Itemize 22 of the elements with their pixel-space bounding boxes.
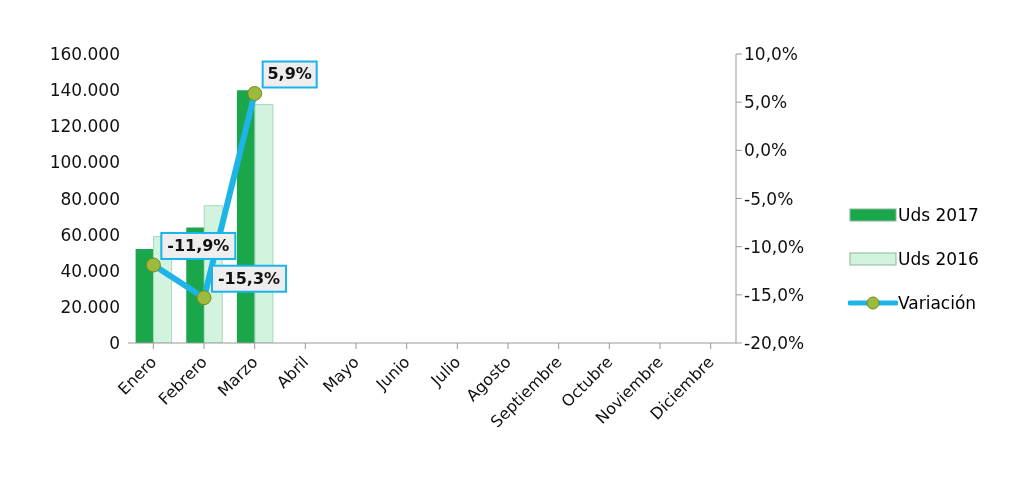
y-tick-label: 60.000 — [60, 224, 120, 245]
y2-tick-label: -5,0% — [744, 188, 794, 209]
legend-label: Uds 2016 — [898, 249, 979, 269]
y-tick-label: 100.000 — [49, 152, 120, 173]
y2-tick-label: -10,0% — [744, 236, 805, 257]
y-tick-label: 80.000 — [60, 188, 120, 209]
y-tick-label: 40.000 — [60, 260, 120, 281]
y-tick-label: 120.000 — [49, 116, 120, 137]
legend-label: Variación — [898, 293, 977, 313]
legend-label: Uds 2017 — [898, 205, 979, 225]
y2-tick-label: -20,0% — [744, 333, 805, 354]
data-label: -11,9% — [167, 235, 230, 255]
y2-tick-label: 5,0% — [744, 92, 788, 113]
y2-tick-label: 10,0% — [744, 44, 799, 65]
y-tick-label: 20.000 — [60, 296, 120, 317]
data-label: -15,3% — [217, 268, 281, 288]
y2-tick-label: -15,0% — [744, 284, 805, 305]
y2-tick-label: 0,0% — [744, 140, 788, 161]
y-tick-label: 140.000 — [49, 80, 120, 101]
y-tick-label: 0 — [109, 333, 120, 354]
data-label: 5,9% — [267, 64, 312, 84]
y-tick-label: 160.000 — [49, 44, 120, 65]
